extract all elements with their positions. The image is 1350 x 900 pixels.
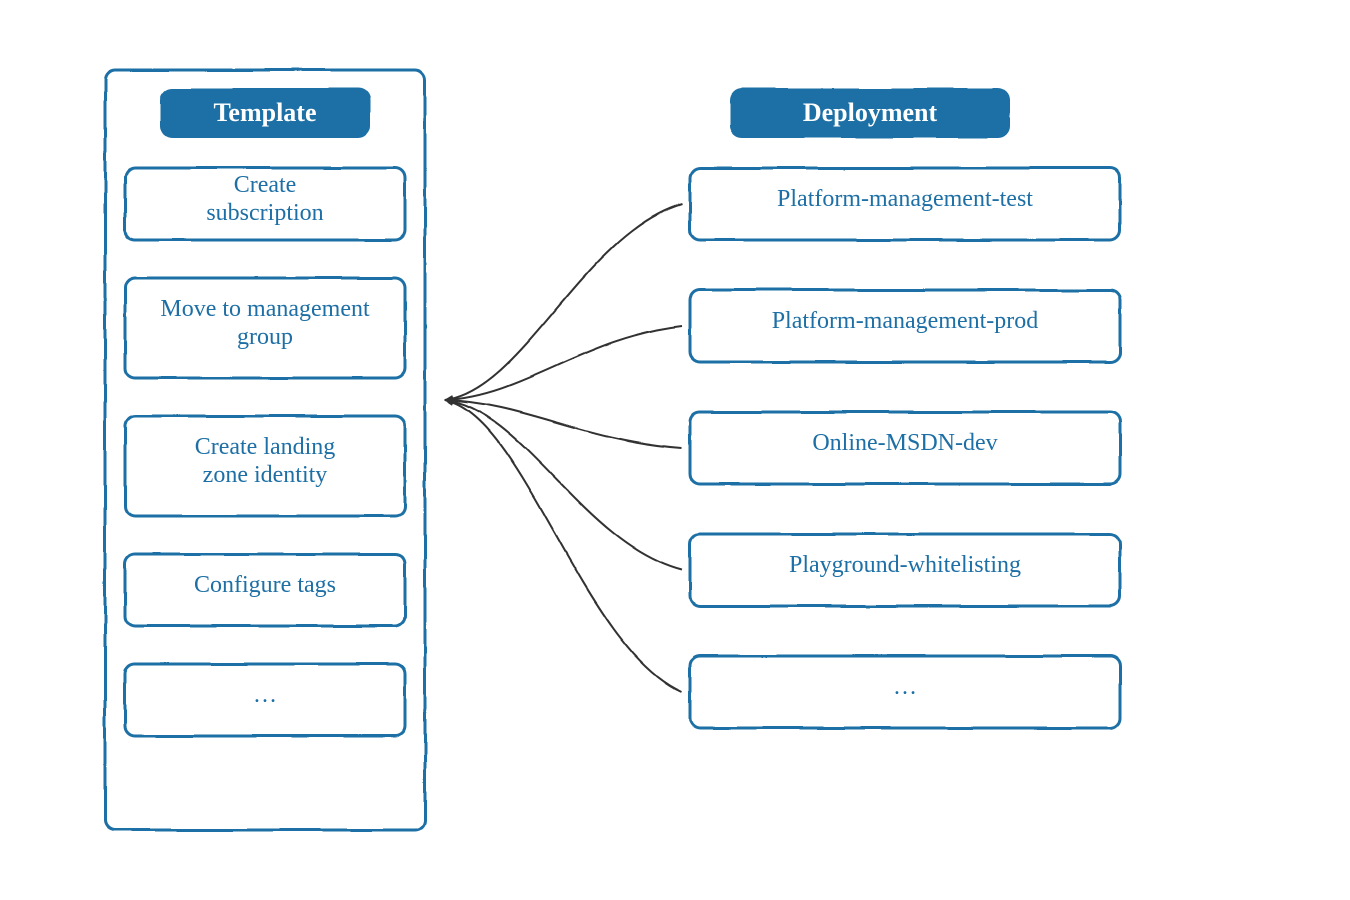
edge-deployment-0-to-template: [445, 204, 682, 400]
template-header-label: Template: [213, 98, 316, 127]
diagram-canvas: TemplateDeployment CreatesubscriptionMov…: [0, 0, 1350, 900]
deployment-item-0-label: Platform-management-test: [777, 186, 1033, 212]
template-step-3-label: Configure tags: [194, 572, 336, 598]
template-step-4-label: …: [253, 682, 277, 708]
template-step-2-label: Create landingzone identity: [195, 434, 336, 488]
deployment-item-2-label: Online-MSDN-dev: [812, 430, 997, 456]
deployment-header-label: Deployment: [803, 98, 938, 127]
edge-deployment-1-to-template: [445, 326, 682, 400]
template-header: Template: [160, 88, 370, 138]
deployment-item-1-label: Platform-management-prod: [772, 308, 1039, 334]
deployment-header: Deployment: [730, 88, 1010, 138]
deployment-item-4-label: …: [893, 674, 917, 700]
edge-deployment-3-to-template: [445, 400, 682, 570]
deployment-item-3-label: Playground-whitelisting: [789, 552, 1021, 578]
edge-deployment-2-to-template: [445, 400, 682, 448]
